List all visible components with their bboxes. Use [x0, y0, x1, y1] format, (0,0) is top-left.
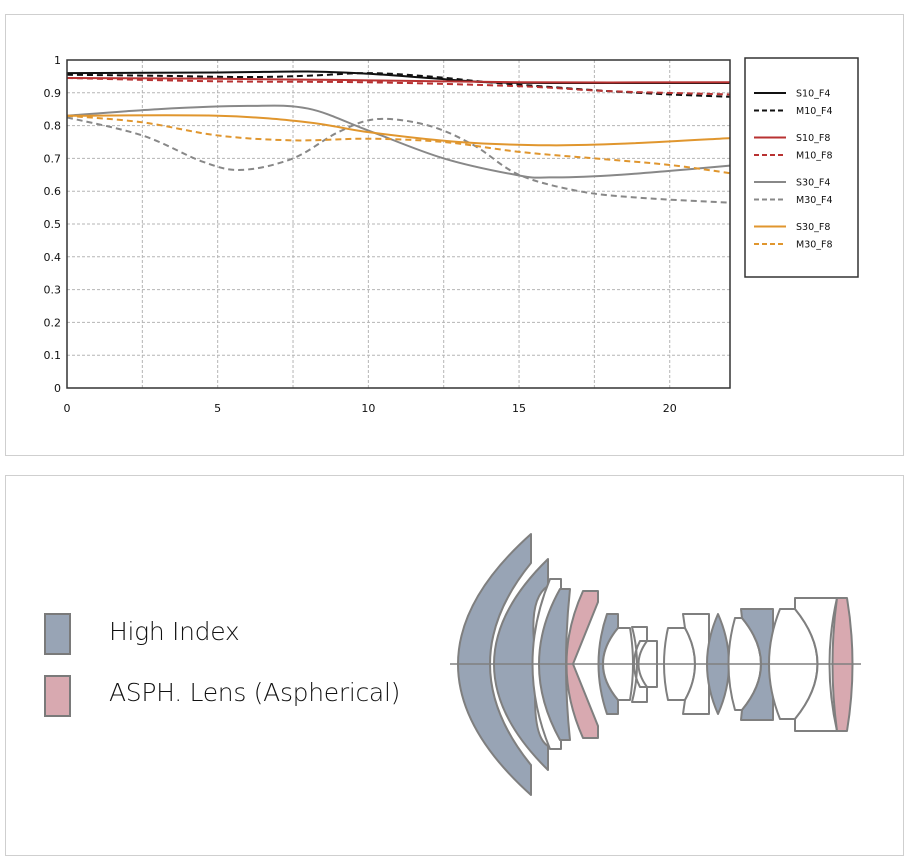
y-tick-label: 0.6 [44, 185, 62, 198]
y-tick-label: 0.7 [44, 152, 62, 165]
lens-element-16 [794, 597, 838, 732]
y-tick-label: 0.2 [44, 316, 62, 329]
legend-box [744, 57, 859, 278]
asph-lens-label: ASPH. Lens (Aspherical) [109, 678, 401, 707]
y-tick-label: 1 [54, 54, 61, 67]
lens-element-1 [457, 533, 532, 796]
series-line-s30-f4 [66, 104, 731, 179]
series-line-m10-f8 [66, 77, 731, 96]
x-tick-label: 0 [64, 402, 71, 415]
x-tick-label: 5 [214, 402, 221, 415]
chart-legend: S10_F4 M10_F4 S10_F8 M10_F8 S30_F4 M30_F4 S30_… [754, 89, 833, 251]
y-tick-label: 0.8 [44, 120, 62, 133]
plot-frame [66, 59, 731, 389]
y-tick-label: 0.9 [44, 87, 62, 100]
y-tick-label: 0.1 [44, 349, 62, 362]
mtf-chart: 00.10.20.30.40.50.60.70.80.910 5 10 15 20 S1… [44, 54, 859, 415]
y-tick-label: 0 [54, 382, 61, 395]
y-tick-label: 0.5 [44, 218, 62, 231]
legend-label: S10_F8 [796, 133, 830, 144]
tick-labels: 00.10.20.30.40.50.60.70.80.910 5 10 15 20 [44, 54, 677, 415]
grid [67, 60, 730, 388]
high-index-label: High Index [109, 617, 240, 646]
x-tick-label: 20 [663, 402, 677, 415]
asph-lens-swatch [44, 675, 71, 717]
legend-label: M10_F4 [796, 106, 833, 117]
lens-element-8 [631, 626, 648, 703]
legend-label: S30_F4 [796, 178, 830, 189]
legend-label: M10_F8 [796, 151, 833, 162]
series-line-s30-f8 [66, 114, 731, 147]
lens-element-14 [740, 608, 774, 721]
legend-label: M30_F8 [796, 240, 833, 251]
y-tick-label: 0.3 [44, 284, 62, 297]
high-index-swatch [44, 613, 71, 655]
x-tick-label: 10 [361, 402, 375, 415]
legend-label: M30_F4 [796, 195, 833, 206]
series-lines [66, 70, 731, 204]
series-line-m30-f4 [66, 116, 731, 204]
y-tick-label: 0.4 [44, 251, 62, 264]
series-line-s10-f8 [66, 77, 731, 84]
series-line-m30-f8 [66, 114, 731, 175]
lens-element-5 [565, 590, 599, 739]
x-tick-label: 15 [512, 402, 526, 415]
legend-label: S30_F8 [796, 222, 830, 233]
legend-label: S10_F4 [796, 89, 830, 100]
